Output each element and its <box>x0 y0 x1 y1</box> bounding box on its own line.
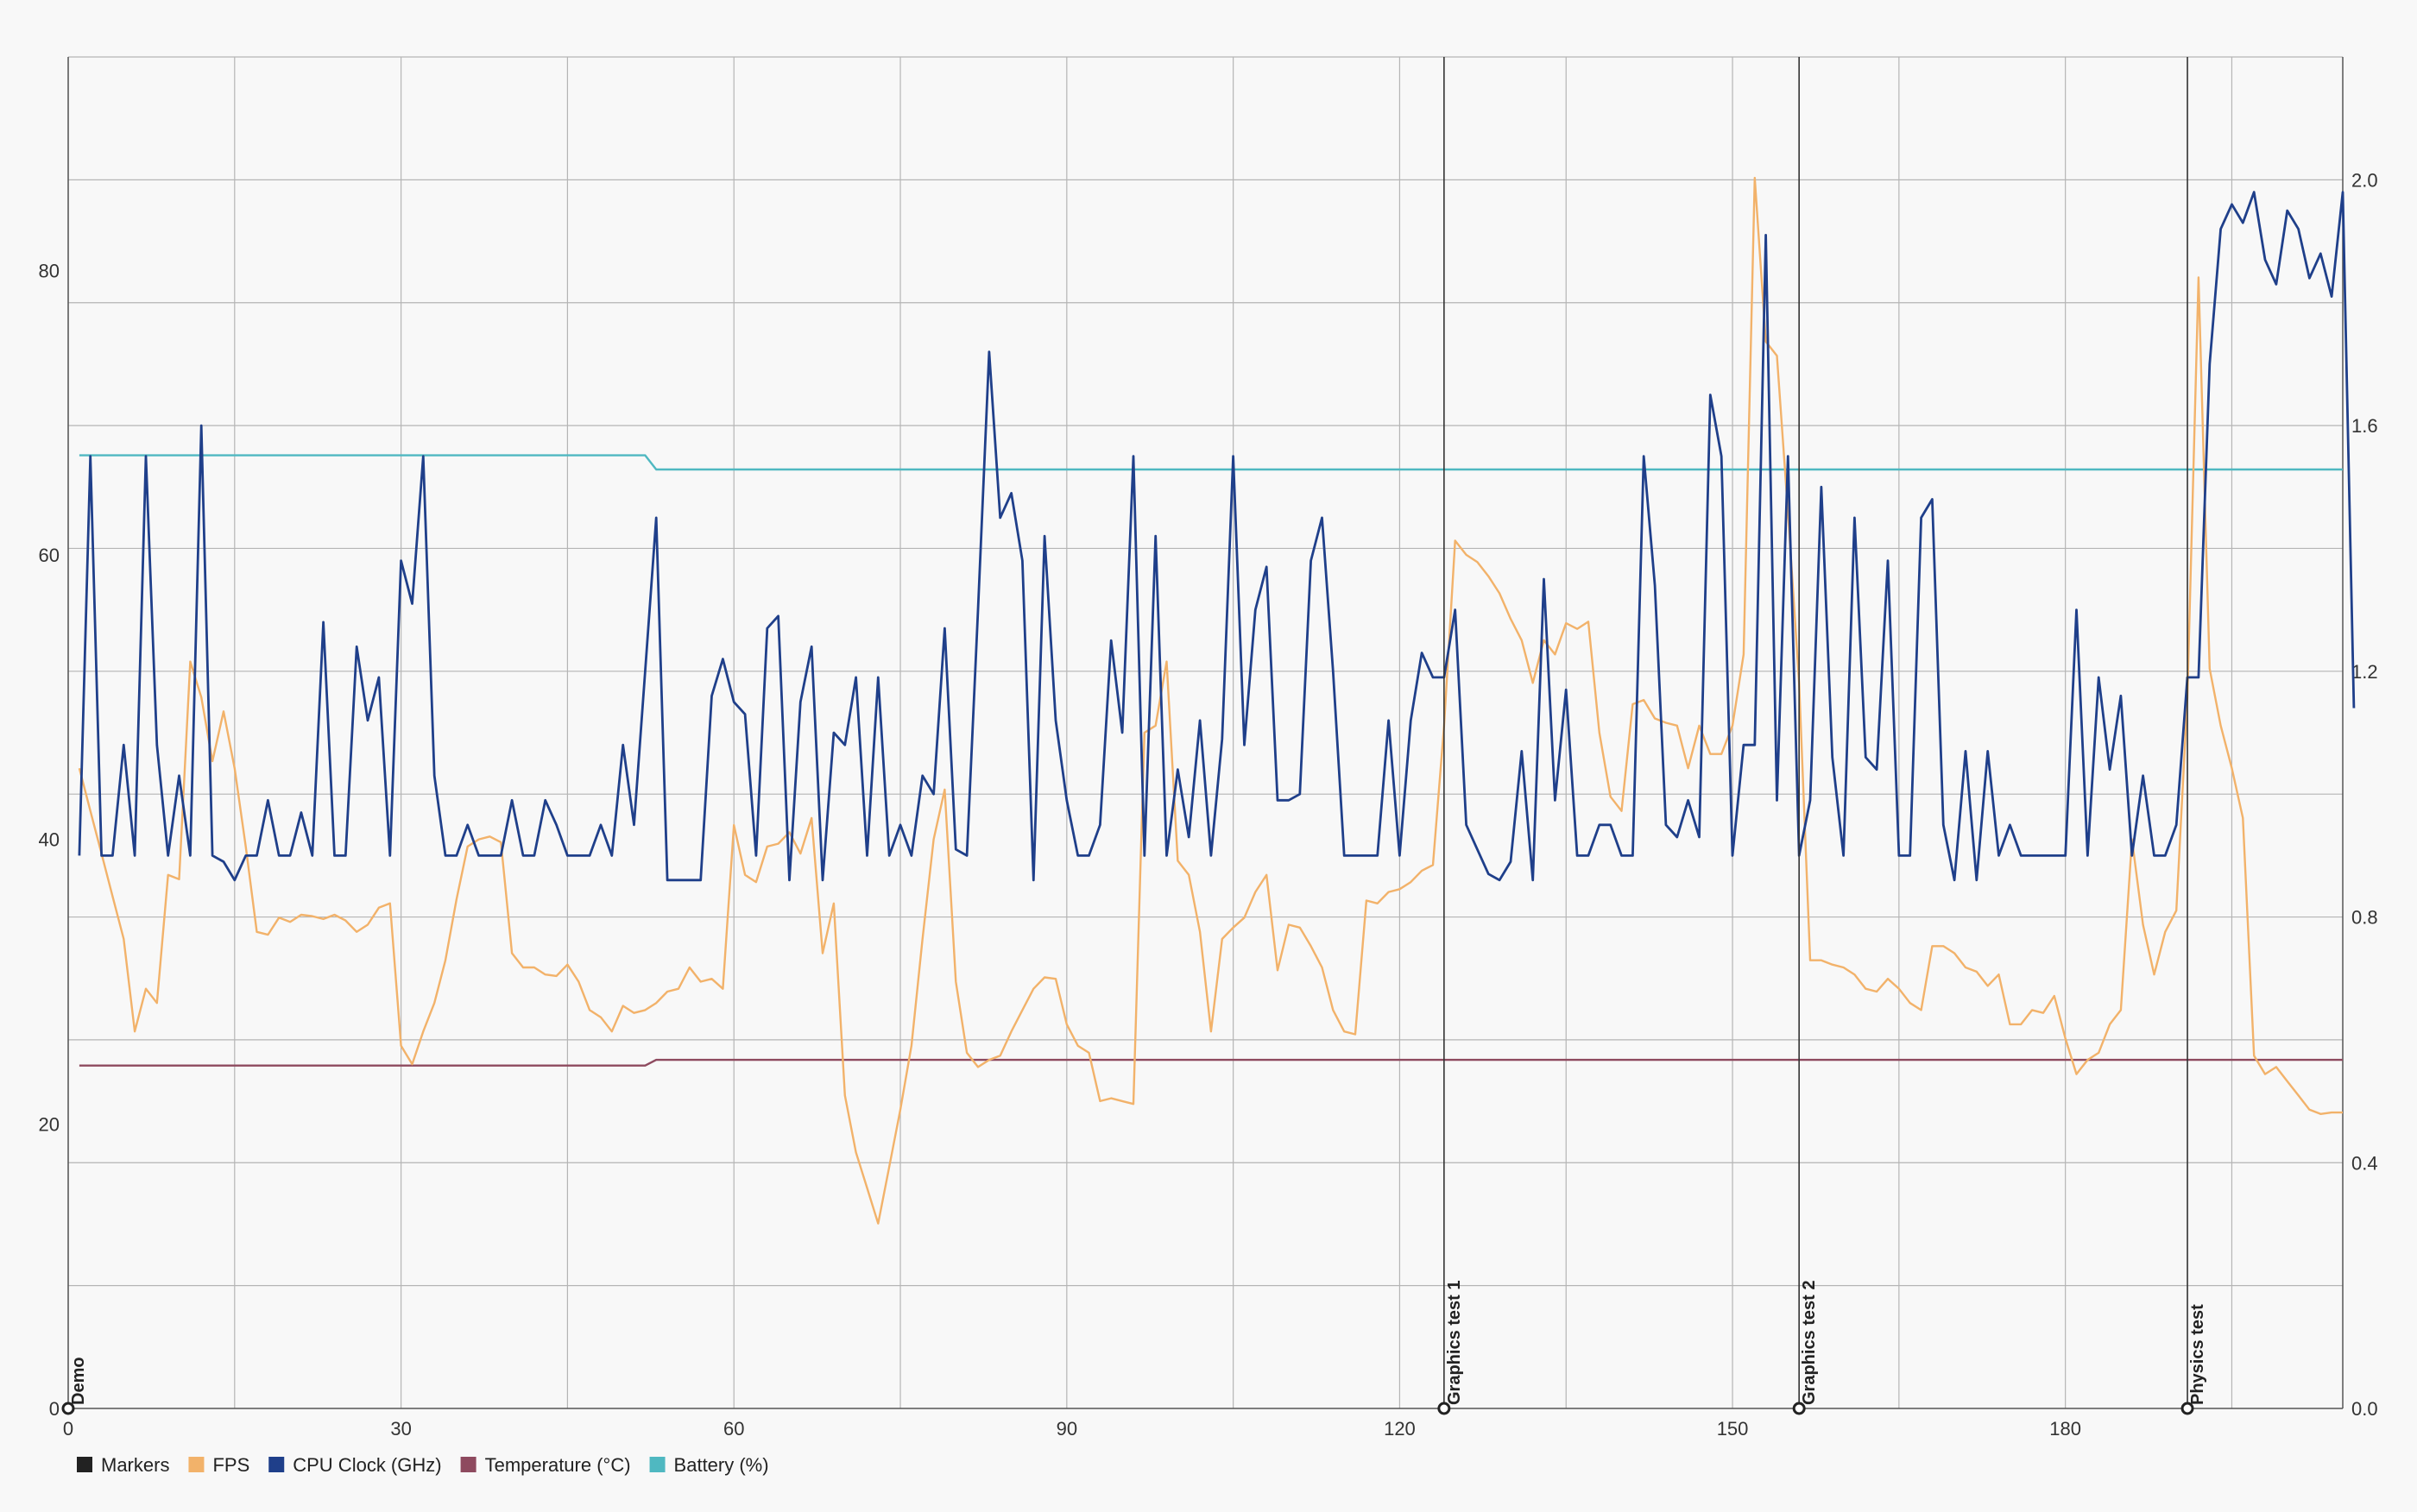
y-left-tick-label: 80 <box>39 260 60 281</box>
legend-label-battery: Battery (%) <box>674 1454 769 1476</box>
legend-label-cpu: CPU Clock (GHz) <box>293 1454 441 1476</box>
series-line-temperature-c <box>79 1058 2343 1067</box>
marker-label: Demo <box>69 1357 88 1405</box>
marker-label: Graphics test 2 <box>1800 1280 1819 1405</box>
marker-label: Physics test <box>2188 1304 2207 1405</box>
legend-label-markers: Markers <box>101 1454 169 1476</box>
x-tick-label: 180 <box>2049 1418 2081 1440</box>
chart-markers: Demo Graphics test 1 Graphics test 2 Physic… <box>61 57 2207 1415</box>
marker-point <box>61 1402 75 1415</box>
series-line-cpu-clock-ghz <box>78 191 2356 882</box>
series-line-battery <box>79 454 2343 471</box>
x-tick-label: 60 <box>723 1418 744 1440</box>
legend-swatch-cpu <box>268 1457 285 1472</box>
legend-label-fps: FPS <box>212 1454 249 1476</box>
legend-label-temp: Temperature (°C) <box>485 1454 631 1476</box>
y-left-tick-label: 20 <box>39 1113 60 1135</box>
x-tick-label: 90 <box>1057 1418 1077 1440</box>
y-right-tick-label: 0.4 <box>2351 1152 2378 1174</box>
legend-swatch-markers <box>77 1457 92 1472</box>
chart-series-lines <box>78 176 2356 1225</box>
x-tick-label: 30 <box>390 1418 411 1440</box>
marker-point <box>2180 1402 2194 1415</box>
x-tick-label: 150 <box>1717 1418 1749 1440</box>
marker-label: Graphics test 1 <box>1445 1280 1464 1405</box>
y-left-tick-label: 0 <box>49 1398 60 1420</box>
y-right-tick-label: 0.0 <box>2351 1398 2378 1420</box>
chart-legend: Markers FPS CPU Clock (GHz) Temperature (°C… <box>77 1454 769 1476</box>
y-right-tick-label: 0.8 <box>2351 907 2378 929</box>
x-tick-label: 120 <box>1384 1418 1416 1440</box>
legend-swatch-fps <box>188 1457 205 1472</box>
legend-swatch-battery <box>649 1457 666 1472</box>
chart-axes <box>67 57 2344 1409</box>
y-left-tick-label: 40 <box>39 829 60 851</box>
chart-tick-labels: 0 30 60 90 120 150 180 0 20 40 60 80 0.0 0.4 0.8 1.2 1.6… <box>39 169 2378 1440</box>
x-tick-label: 0 <box>63 1418 73 1440</box>
y-right-tick-label: 1.2 <box>2351 661 2378 683</box>
y-right-tick-label: 1.6 <box>2351 415 2378 437</box>
chart-grid <box>67 56 2343 1408</box>
y-right-tick-label: 2.0 <box>2351 169 2378 191</box>
marker-point <box>1792 1402 1806 1415</box>
y-left-tick-label: 60 <box>39 545 60 566</box>
legend-swatch-temp <box>460 1457 476 1472</box>
series-line-fps <box>78 176 2343 1225</box>
marker-point <box>1437 1402 1451 1415</box>
